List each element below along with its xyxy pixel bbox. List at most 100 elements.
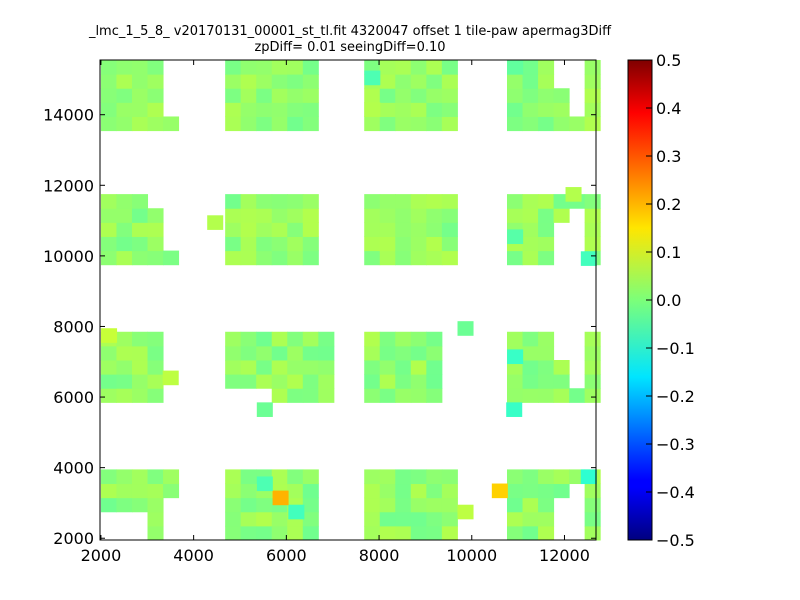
- colorbar-tick-label: −0.2: [656, 387, 695, 406]
- heatmap-cell: [538, 331, 555, 347]
- heatmap-cell: [364, 360, 381, 375]
- heatmap-cell: [147, 222, 164, 237]
- heatmap-cell: [256, 360, 273, 375]
- heatmap-cell: [441, 497, 458, 513]
- heatmap-cell: [395, 360, 412, 375]
- heatmap-cell: [507, 88, 524, 103]
- heatmap-cell: [522, 208, 539, 223]
- heatmap-cell: [395, 250, 412, 266]
- heatmap-cell: [271, 525, 288, 541]
- heatmap-cell: [271, 102, 288, 117]
- heatmap-cell: [538, 497, 555, 513]
- heatmap-cell: [569, 116, 586, 132]
- heatmap-cell: [147, 360, 164, 375]
- heatmap-cell: [271, 236, 288, 252]
- heatmap-cell: [426, 388, 443, 403]
- heatmap-cell: [116, 469, 133, 485]
- heatmap-cell: [522, 497, 539, 513]
- axes: 2000 4000 6000 8000 10000 12000 2000 4000 6000 80…: [43, 60, 596, 565]
- heatmap-cell: [271, 208, 288, 223]
- heatmap-cell: [580, 251, 597, 266]
- heatmap-cell: [364, 483, 381, 499]
- y-tick-label: 12000: [43, 176, 94, 195]
- heatmap-cell: [426, 222, 443, 237]
- heatmap-cell: [225, 116, 242, 132]
- heatmap-cell: [507, 60, 524, 75]
- heatmap-cell: [302, 345, 319, 361]
- heatmap-cell: [100, 497, 117, 513]
- heatmap-cell: [410, 345, 427, 361]
- heatmap-cell: [584, 88, 601, 103]
- heatmap-cell: [256, 194, 273, 209]
- heatmap-cell: [131, 116, 149, 132]
- heatmap-cell: [131, 374, 149, 389]
- heatmap-cell: [225, 194, 242, 209]
- heatmap-cell: [584, 102, 601, 117]
- heatmap-cell: [147, 497, 164, 513]
- heatmap-cell: [507, 250, 524, 266]
- heatmap-cell: [441, 511, 458, 527]
- heatmap-cell: [441, 525, 458, 541]
- heatmap-cell: [225, 222, 242, 237]
- colorbar-tick-label: 0.1: [656, 243, 681, 262]
- heatmap-cell: [287, 374, 304, 389]
- heatmap-cell: [522, 88, 539, 103]
- heatmap-cell: [426, 374, 443, 389]
- heatmap-cell: [410, 360, 427, 375]
- heatmap-cell: [426, 194, 443, 209]
- heatmap-cell: [410, 469, 427, 485]
- heatmap-cell: [287, 74, 304, 89]
- heatmap-cell: [101, 328, 118, 343]
- heatmap-cell: [507, 116, 524, 132]
- heatmap-cell: [240, 483, 257, 499]
- heatmap-cell: [163, 116, 180, 132]
- heatmap-cell: [240, 116, 257, 132]
- heatmap-cell: [364, 88, 381, 103]
- heatmap-cell: [302, 250, 319, 266]
- heatmap-cell: [225, 60, 242, 75]
- heatmap-cell: [116, 194, 133, 209]
- heatmap-cell: [522, 331, 539, 347]
- heatmap-cell: [441, 250, 458, 266]
- heatmap-cell: [538, 194, 555, 209]
- heatmap-cell: [256, 250, 273, 266]
- heatmap-cell: [364, 469, 381, 485]
- heatmap-cell: [522, 388, 539, 403]
- y-tick-label: 6000: [53, 388, 94, 407]
- heatmap-cell: [147, 483, 164, 499]
- heatmap-cell: [287, 388, 304, 403]
- heatmap-cell: [426, 208, 443, 223]
- heatmap-cell: [364, 525, 381, 541]
- heatmap-cell: [116, 236, 133, 252]
- heatmap-cell: [538, 511, 555, 527]
- heatmap-cell: [256, 222, 273, 237]
- heatmap-cell: [100, 88, 117, 103]
- heatmap-cell: [426, 250, 443, 266]
- plot-frame: [99, 59, 597, 541]
- heatmap-cell: [302, 525, 319, 541]
- heatmap-cell: [116, 74, 133, 89]
- heatmap-cell: [584, 194, 601, 209]
- heatmap-cell: [379, 345, 396, 361]
- heatmap-cell: [507, 229, 524, 245]
- heatmap-cell: [522, 116, 539, 132]
- heatmap-cell: [225, 374, 242, 389]
- colorbar-tick-label: 0.5: [656, 51, 681, 70]
- heatmap-cell: [395, 222, 412, 237]
- heatmap-cell: [426, 331, 443, 347]
- heatmap-cell: [507, 208, 524, 223]
- chart-subtitle: zpDiff= 0.01 seeingDiff=0.10: [254, 40, 446, 55]
- heatmap-cell: [302, 60, 319, 75]
- heatmap-cell: [395, 511, 412, 527]
- heatmap-cell: [553, 208, 570, 223]
- heatmap-cell: [410, 116, 427, 132]
- heatmap-cell: [225, 469, 242, 485]
- heatmap-cell: [163, 469, 180, 485]
- heatmap-cell: [271, 194, 288, 209]
- heatmap-cell: [256, 208, 273, 223]
- heatmap-cell: [256, 88, 273, 103]
- heatmap-cell: [131, 60, 149, 75]
- heatmap-cell: [225, 483, 242, 499]
- heatmap-cell: [256, 345, 273, 361]
- heatmap-cell: [410, 208, 427, 223]
